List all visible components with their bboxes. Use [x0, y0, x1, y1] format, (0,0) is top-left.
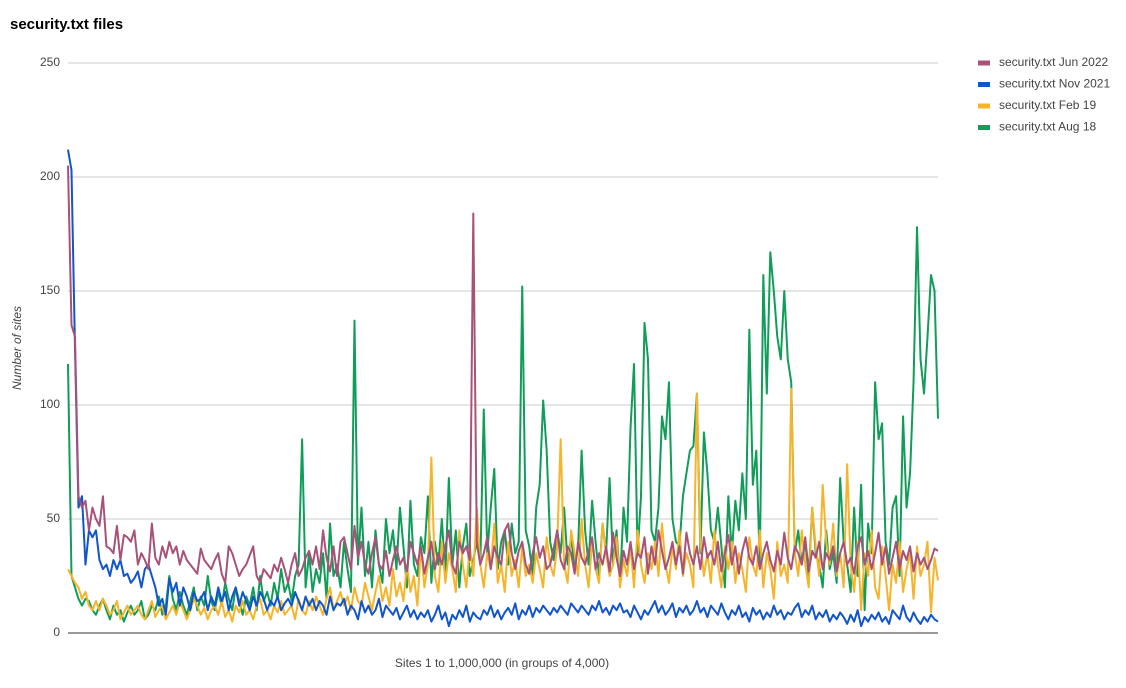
legend-label: security.txt Nov 2021: [999, 77, 1110, 91]
y-axis-label: Number of sites: [10, 306, 24, 390]
chart-title: security.txt files: [10, 16, 123, 33]
plot-area: [67, 149, 939, 628]
y-tick-label: 250: [40, 55, 60, 69]
grid: 0 50 100 150 200 250: [40, 55, 938, 639]
y-tick-label: 150: [40, 283, 60, 297]
legend-label: security.txt Jun 2022: [999, 55, 1108, 69]
legend: security.txt Jun 2022 security.txt Nov 20…: [978, 55, 1110, 134]
legend-label: security.txt Aug 18: [999, 120, 1096, 134]
legend-label: security.txt Feb 19: [999, 98, 1096, 112]
y-tick-label: 100: [40, 397, 60, 411]
y-tick-label: 50: [47, 511, 61, 525]
data-line: [67, 388, 939, 623]
y-tick-label: 0: [53, 625, 60, 639]
data-line: [67, 165, 939, 584]
data-line: [67, 149, 939, 628]
x-axis-label: Sites 1 to 1,000,000 (in groups of 4,000…: [395, 656, 609, 670]
y-tick-label: 200: [40, 169, 60, 183]
